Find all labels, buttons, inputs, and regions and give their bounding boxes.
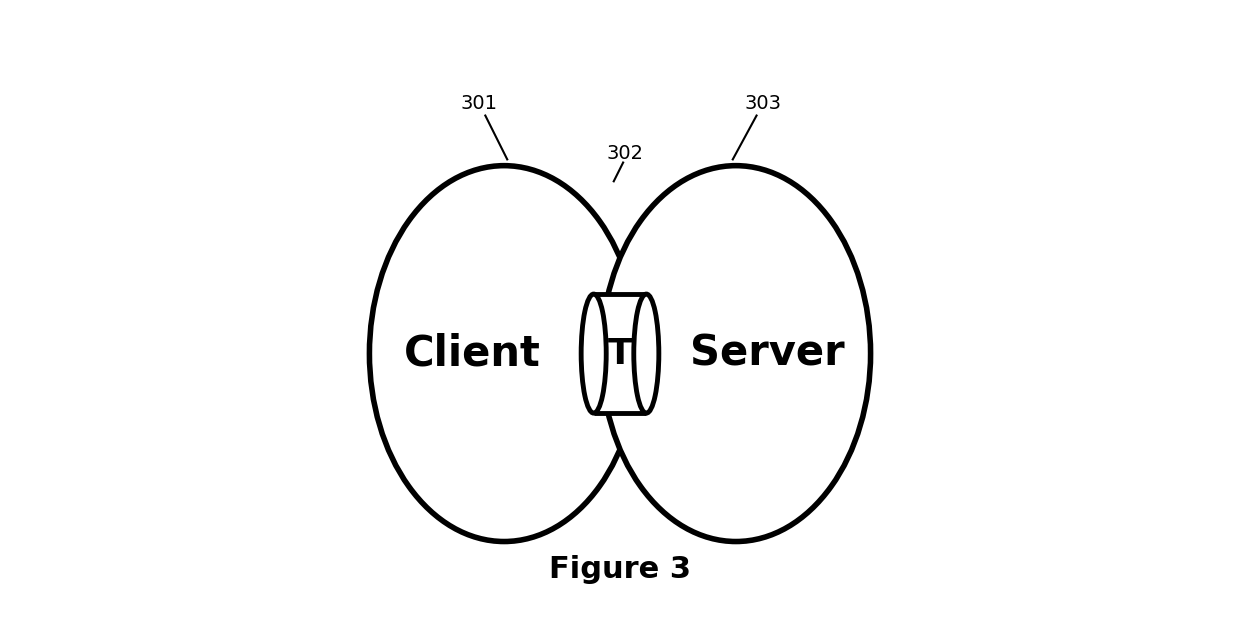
Bar <box>594 294 646 413</box>
Ellipse shape <box>634 294 658 413</box>
Ellipse shape <box>601 166 870 542</box>
Ellipse shape <box>582 294 606 413</box>
Text: 302: 302 <box>606 143 644 162</box>
Ellipse shape <box>370 166 639 542</box>
Text: Server: Server <box>689 332 844 375</box>
Text: T: T <box>608 337 632 370</box>
Text: Figure 3: Figure 3 <box>549 555 691 584</box>
Text: 303: 303 <box>744 94 781 112</box>
Text: 301: 301 <box>460 94 497 112</box>
Text: Client: Client <box>404 332 541 375</box>
